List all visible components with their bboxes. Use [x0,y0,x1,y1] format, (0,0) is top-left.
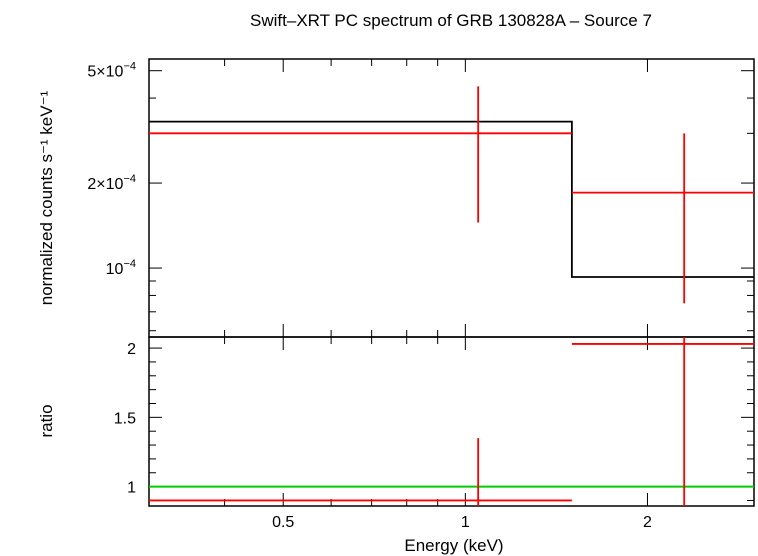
x-tick-label: 2 [643,514,652,531]
chart-title: Swift–XRT PC spectrum of GRB 130828A – S… [250,11,652,30]
y-tick-label: 10−4 [106,258,136,278]
top-panel: 5×10−4 2×10−4 10−4 [87,58,755,338]
top-frame [148,58,755,338]
y-tick-label: 1.5 [114,410,136,427]
y-tick-label: 5×10−4 [87,61,136,81]
y-tick-label: 2 [127,341,136,358]
top-y-axis-label: normalized counts s⁻¹ keV⁻¹ [37,90,56,305]
y-tick-label: 1 [127,480,136,497]
bottom-frame [148,336,755,507]
x-tick-label: 1 [461,514,470,531]
y-tick-label: 2×10−4 [87,173,136,193]
model-step-line [149,120,754,278]
x-tick-label: 0.5 [272,514,294,531]
x-axis-label: Energy (keV) [404,536,503,555]
bottom-y-axis-label: ratio [37,404,56,437]
ratio-panel: 0.5 1 2 1 1.5 2 [114,336,755,531]
